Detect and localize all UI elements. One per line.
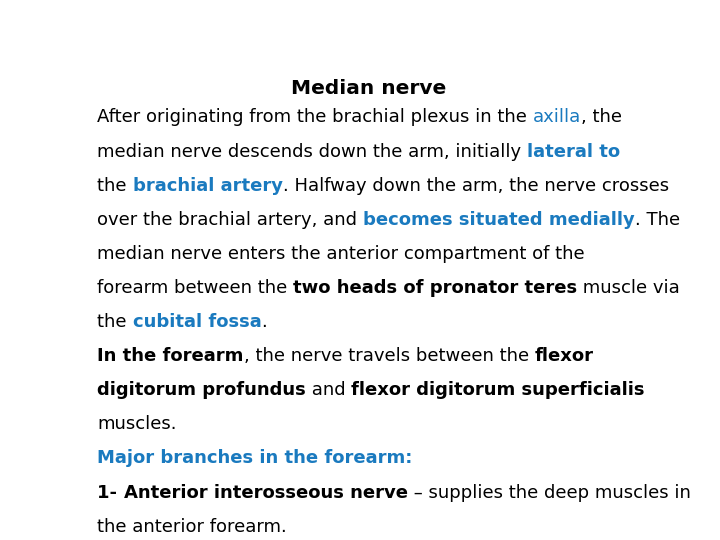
Text: flexor digitorum superficialis: flexor digitorum superficialis (351, 381, 645, 399)
Text: axilla: axilla (533, 109, 581, 126)
Text: two heads of pronator teres: two heads of pronator teres (293, 279, 577, 297)
Text: lateral to: lateral to (527, 143, 620, 160)
Text: cubital fossa: cubital fossa (132, 313, 261, 331)
Text: and: and (306, 381, 351, 399)
Text: . Halfway down the arm, the nerve crosses: . Halfway down the arm, the nerve crosse… (282, 177, 669, 194)
Text: 1-: 1- (97, 483, 124, 502)
Text: , the: , the (581, 109, 622, 126)
Text: brachial artery: brachial artery (132, 177, 282, 194)
Text: over the brachial artery, and: over the brachial artery, and (97, 211, 363, 229)
Text: In the forearm: In the forearm (97, 347, 243, 365)
Text: – supplies the deep muscles in: – supplies the deep muscles in (408, 483, 690, 502)
Text: forearm between the: forearm between the (97, 279, 293, 297)
Text: Major branches in the forearm:: Major branches in the forearm: (97, 449, 413, 468)
Text: Median nerve: Median nerve (292, 79, 446, 98)
Text: flexor: flexor (534, 347, 593, 365)
Text: digitorum profundus: digitorum profundus (97, 381, 306, 399)
Text: . The: . The (635, 211, 680, 229)
Text: the: the (97, 313, 132, 331)
Text: , the nerve travels between the: , the nerve travels between the (243, 347, 534, 365)
Text: becomes situated medially: becomes situated medially (363, 211, 635, 229)
Text: Anterior interosseous nerve: Anterior interosseous nerve (124, 483, 408, 502)
Text: muscle via: muscle via (577, 279, 680, 297)
Text: After originating from the brachial plexus in the: After originating from the brachial plex… (97, 109, 533, 126)
Text: median nerve descends down the arm, initially: median nerve descends down the arm, init… (97, 143, 527, 160)
Text: median nerve enters the anterior compartment of the: median nerve enters the anterior compart… (97, 245, 585, 263)
Text: the: the (97, 177, 132, 194)
Text: the anterior forearm.: the anterior forearm. (97, 518, 287, 536)
Text: .: . (261, 313, 267, 331)
Text: muscles.: muscles. (97, 415, 176, 433)
